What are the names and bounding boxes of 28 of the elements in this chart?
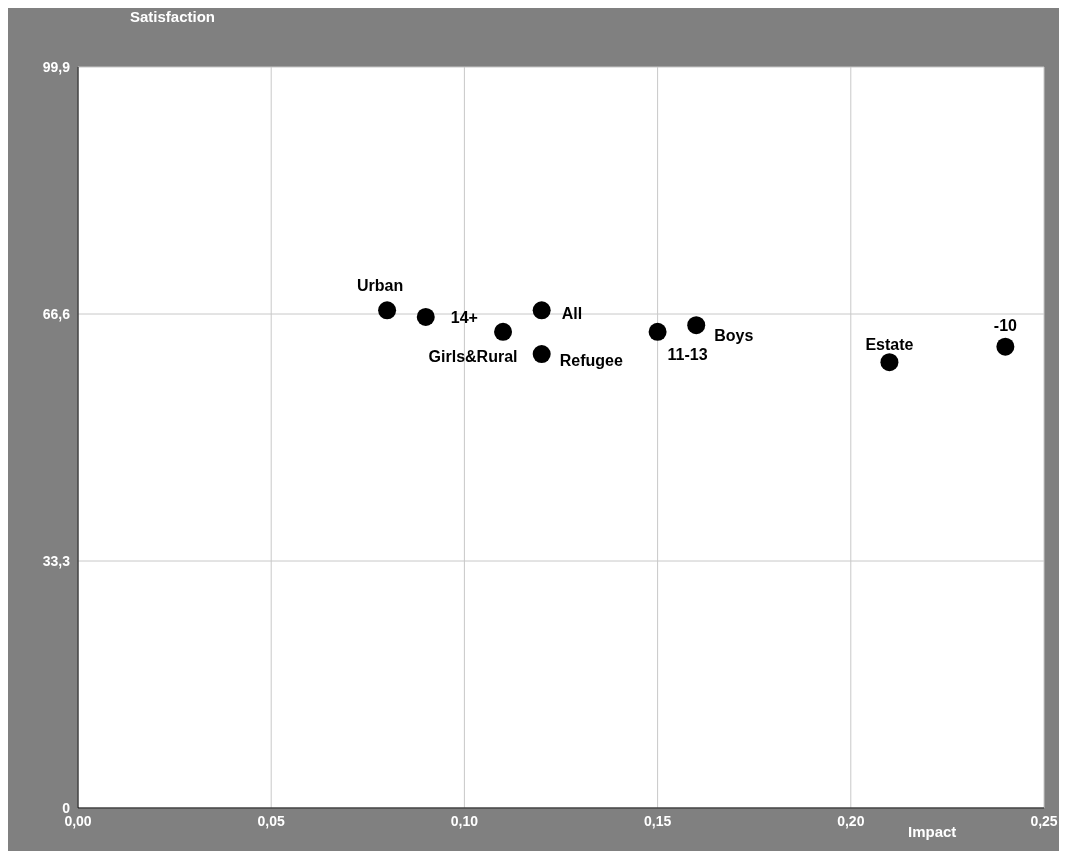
x-tick-label: 0,15 bbox=[643, 812, 672, 829]
annotation: Estate bbox=[865, 336, 914, 354]
x-tick-label: 0,05 bbox=[257, 812, 286, 829]
point bbox=[532, 345, 551, 364]
annotation: Boys bbox=[714, 327, 754, 345]
annotation: -10 bbox=[993, 316, 1018, 334]
x-tick-label: 0,20 bbox=[837, 812, 865, 829]
point bbox=[378, 301, 397, 320]
annotation: All bbox=[561, 304, 583, 322]
point bbox=[532, 301, 551, 320]
point bbox=[880, 353, 899, 372]
y-tick-label: 33,3 bbox=[42, 552, 71, 569]
annotation: Urban bbox=[357, 276, 404, 294]
point bbox=[494, 322, 513, 341]
annotation: Refugee bbox=[559, 352, 623, 370]
point bbox=[996, 337, 1015, 356]
point bbox=[648, 322, 667, 341]
y-tick-label: 99,9 bbox=[42, 58, 71, 75]
y-tick-label: 66,6 bbox=[42, 305, 71, 322]
x-axis-title: Impact bbox=[908, 823, 957, 840]
y-axis-title: Satisfaction bbox=[130, 8, 216, 25]
x-tick-label: 0,10 bbox=[450, 812, 479, 829]
x-tick-label: 0,25 bbox=[1030, 812, 1058, 829]
annotation: Girls&Rural bbox=[428, 348, 518, 366]
point bbox=[687, 316, 706, 335]
annotation: 14+ bbox=[450, 309, 478, 327]
point bbox=[416, 307, 435, 326]
annotation: 11-13 bbox=[667, 346, 708, 364]
